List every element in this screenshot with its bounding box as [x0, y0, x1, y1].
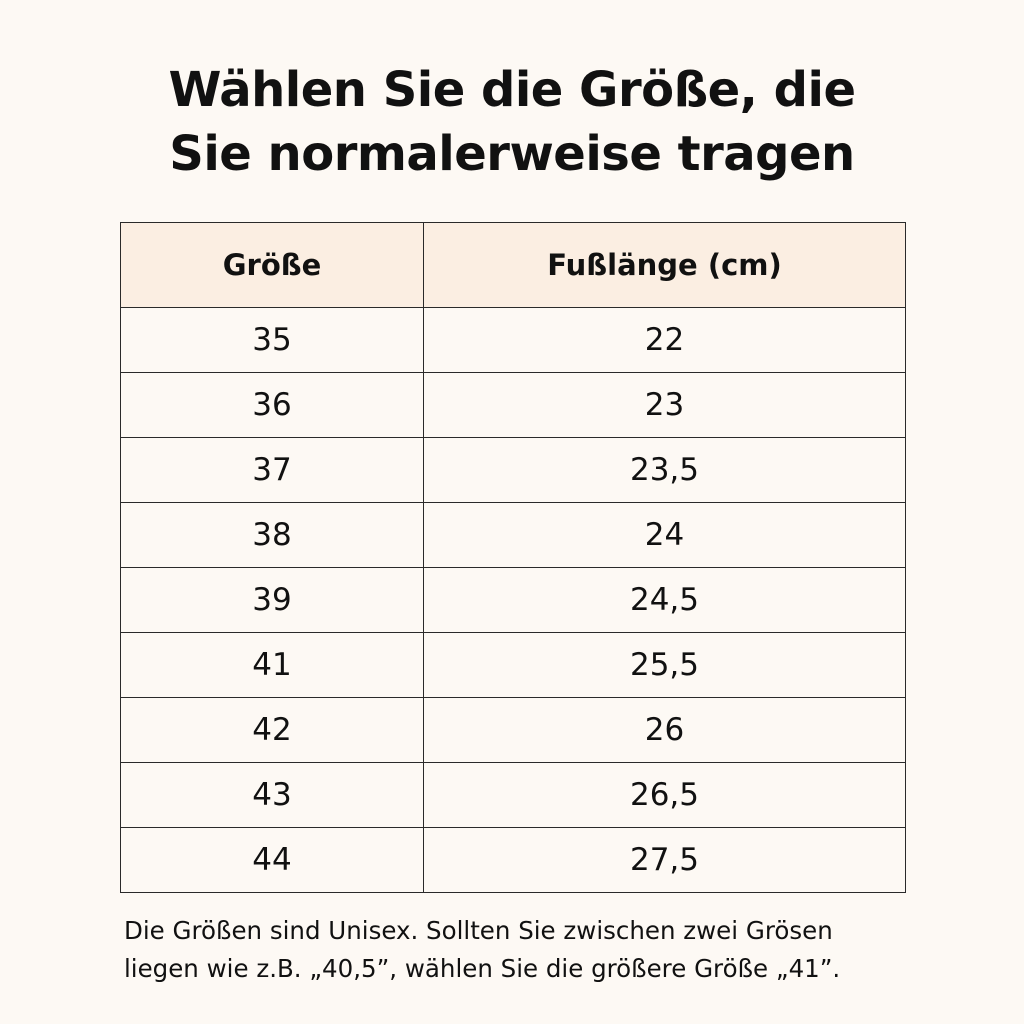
size-note: Die Größen sind Unisex. Sollten Sie zwis…	[124, 912, 1004, 988]
cell-size: 38	[120, 502, 424, 568]
table-row: 38 24	[120, 502, 906, 568]
title-line-1: Wählen Sie die Größe, die	[168, 62, 857, 118]
table-row: 39 24,5	[120, 567, 906, 633]
cell-foot-length: 23,5	[423, 437, 906, 503]
size-chart-table: Größe Fußlänge (cm) 35 22 36 23 37 23,5 …	[120, 222, 906, 893]
header-size: Größe	[120, 222, 424, 308]
cell-size: 36	[120, 372, 424, 438]
cell-size: 41	[120, 632, 424, 698]
cell-size: 35	[120, 307, 424, 373]
page-title: Wählen Sie die Größe, die Sie normalerwe…	[0, 58, 1024, 186]
cell-foot-length: 27,5	[423, 827, 906, 893]
cell-foot-length: 26	[423, 697, 906, 763]
title-line-2: Sie normalerweise tragen	[169, 126, 855, 182]
table-row: 44 27,5	[120, 827, 906, 893]
note-line-1: Die Größen sind Unisex. Sollten Sie zwis…	[124, 916, 833, 945]
cell-size: 39	[120, 567, 424, 633]
cell-size: 37	[120, 437, 424, 503]
cell-size: 42	[120, 697, 424, 763]
cell-size: 44	[120, 827, 424, 893]
cell-foot-length: 25,5	[423, 632, 906, 698]
table-row: 35 22	[120, 307, 906, 373]
table-header-row: Größe Fußlänge (cm)	[120, 222, 906, 308]
table-row: 43 26,5	[120, 762, 906, 828]
table-row: 36 23	[120, 372, 906, 438]
cell-foot-length: 22	[423, 307, 906, 373]
cell-foot-length: 24	[423, 502, 906, 568]
cell-foot-length: 24,5	[423, 567, 906, 633]
table-row: 42 26	[120, 697, 906, 763]
cell-size: 43	[120, 762, 424, 828]
cell-foot-length: 26,5	[423, 762, 906, 828]
table-row: 37 23,5	[120, 437, 906, 503]
note-line-2: liegen wie z.B. „40,5”, wählen Sie die g…	[124, 954, 841, 983]
header-foot-length: Fußlänge (cm)	[423, 222, 906, 308]
table-row: 41 25,5	[120, 632, 906, 698]
cell-foot-length: 23	[423, 372, 906, 438]
